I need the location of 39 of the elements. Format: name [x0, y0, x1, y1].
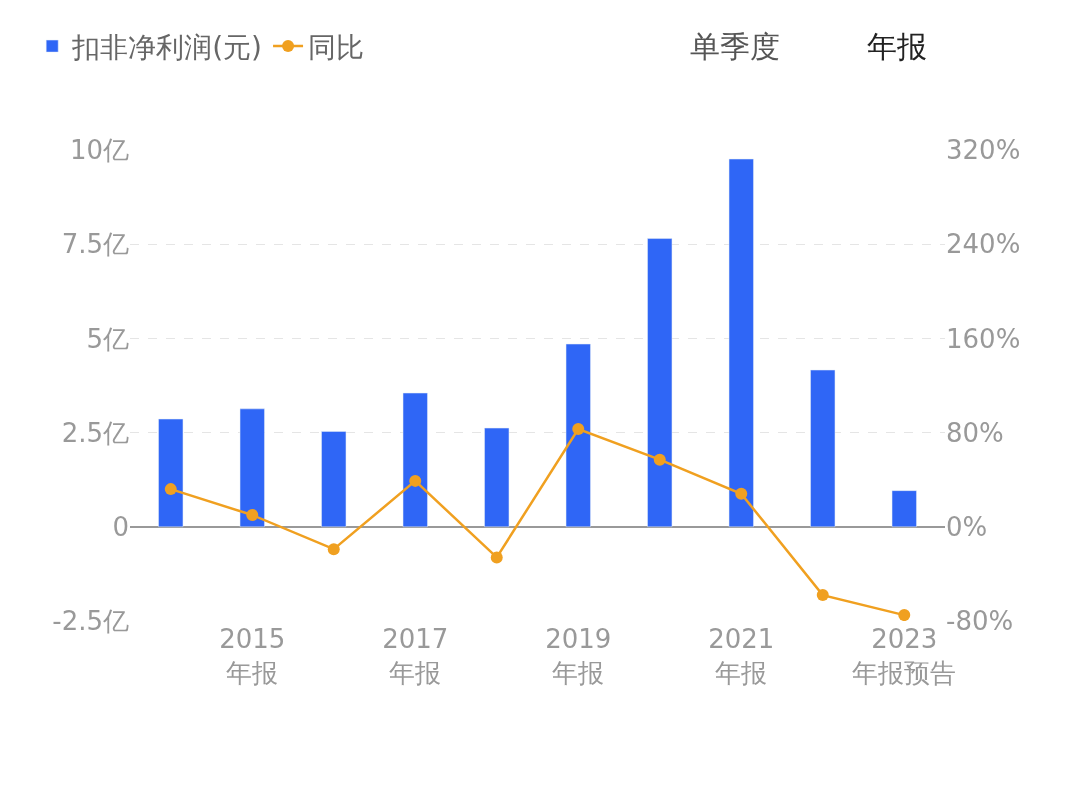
- legend-label: 同比: [308, 31, 365, 64]
- bar: [402, 392, 428, 528]
- bar: [158, 418, 184, 528]
- point: [490, 551, 503, 564]
- y-tick-label: -2.5亿: [52, 606, 129, 637]
- text: 单季度: [690, 29, 780, 64]
- point: [164, 483, 177, 496]
- y2-tick-label: 80%: [946, 417, 1004, 448]
- bar: [565, 343, 591, 528]
- point: [246, 509, 259, 522]
- x-tick-label: 2015 年报: [219, 624, 286, 688]
- bar: [239, 408, 265, 528]
- point: [327, 543, 340, 556]
- bar: [647, 238, 673, 528]
- bar: [810, 369, 836, 528]
- point: [572, 423, 585, 436]
- y2-tick-label: 0%: [946, 511, 988, 542]
- y2-tick-label: 160%: [946, 323, 1021, 354]
- y2-tick-label: 320%: [946, 135, 1021, 166]
- y-tick-label: 7.5亿: [61, 229, 129, 260]
- point: [409, 474, 422, 487]
- bar: [321, 431, 347, 528]
- point: [898, 609, 911, 621]
- legend-label: 扣非净利润(元): [71, 31, 263, 64]
- x-tick-label: 2019 年报: [545, 624, 612, 688]
- y-tick-label: 2.5亿: [61, 417, 129, 448]
- bar: [484, 427, 510, 528]
- x-tick-label: 2017 年报: [382, 624, 449, 688]
- point: [816, 589, 829, 602]
- y-tick-label: 5亿: [86, 323, 129, 354]
- point: [653, 453, 666, 466]
- y-tick-label: 10亿: [69, 135, 129, 166]
- text: 年报: [867, 29, 927, 64]
- point: [735, 487, 748, 500]
- bar: [728, 158, 754, 528]
- y-tick-label: 0: [112, 511, 129, 542]
- bar: [891, 490, 917, 528]
- y2-tick-label: 240%: [946, 229, 1021, 260]
- x-tick-label: 2021 年报: [708, 624, 775, 688]
